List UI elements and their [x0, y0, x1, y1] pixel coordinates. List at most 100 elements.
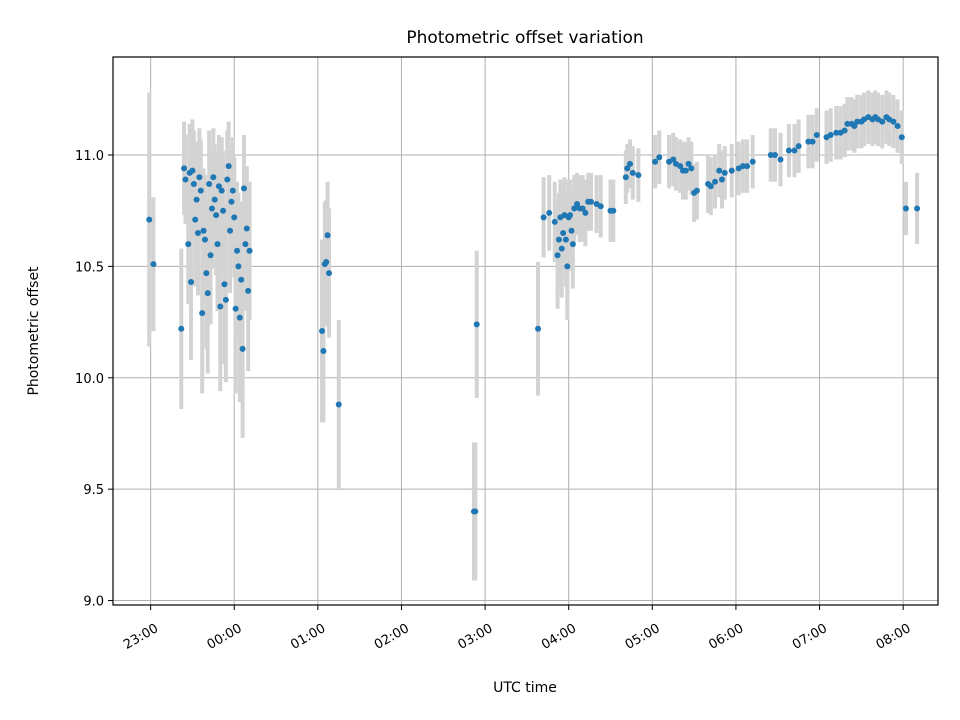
data-point — [555, 236, 562, 243]
data-point — [841, 127, 848, 134]
data-point — [898, 134, 905, 141]
data-point — [579, 205, 586, 212]
data-point — [229, 187, 236, 194]
data-point — [246, 247, 253, 254]
data-point — [771, 152, 778, 159]
data-point — [193, 196, 200, 203]
data-point — [813, 131, 820, 138]
y-tick-label: 9.5 — [83, 483, 104, 498]
data-point — [739, 163, 746, 170]
data-point — [568, 227, 575, 234]
data-point — [597, 203, 604, 210]
data-point — [622, 174, 629, 181]
data-point — [569, 241, 576, 248]
data-point — [890, 118, 897, 125]
data-point — [844, 120, 851, 127]
data-point — [777, 156, 784, 163]
data-point — [215, 183, 222, 190]
data-points — [146, 114, 921, 515]
data-point — [182, 176, 189, 183]
data-point — [656, 154, 663, 161]
data-point — [791, 147, 798, 154]
data-point — [582, 209, 589, 216]
data-point — [914, 205, 921, 212]
data-point — [218, 187, 225, 194]
data-point — [574, 201, 581, 208]
data-point — [190, 180, 197, 187]
data-point — [624, 165, 631, 172]
data-point — [227, 227, 234, 234]
data-point — [785, 147, 792, 154]
data-point — [235, 263, 242, 270]
data-point — [207, 252, 214, 259]
data-point — [236, 314, 243, 321]
data-point — [767, 152, 774, 159]
data-point — [195, 229, 202, 236]
data-point — [805, 138, 812, 145]
data-point — [721, 169, 728, 176]
data-point — [242, 241, 249, 248]
data-point — [220, 207, 227, 214]
data-point — [567, 212, 574, 219]
x-axis-label: UTC time — [493, 680, 557, 696]
data-point — [323, 258, 330, 265]
data-point — [214, 241, 221, 248]
data-point — [211, 196, 218, 203]
data-point — [902, 205, 909, 212]
data-point — [551, 218, 558, 225]
grid — [113, 57, 938, 605]
data-point — [546, 209, 553, 216]
plot-frame — [112, 56, 939, 606]
data-point — [225, 163, 232, 170]
data-point — [203, 270, 210, 277]
data-point — [189, 167, 196, 174]
data-point — [712, 178, 719, 185]
data-point — [324, 232, 331, 239]
data-point — [535, 325, 542, 332]
data-point — [326, 270, 333, 277]
data-point — [245, 287, 252, 294]
data-point — [238, 276, 245, 283]
data-point — [716, 167, 723, 174]
data-point — [707, 183, 714, 190]
y-tick-label: 10.0 — [75, 372, 104, 387]
data-point — [196, 174, 203, 181]
data-point — [827, 131, 834, 138]
data-point — [239, 345, 246, 352]
data-point — [178, 325, 185, 332]
data-point — [472, 508, 479, 515]
data-point — [635, 172, 642, 179]
y-axis-label: Photometric offset — [26, 266, 42, 396]
data-point — [670, 156, 677, 163]
data-point — [718, 176, 725, 183]
data-point — [335, 401, 342, 408]
data-point — [319, 328, 326, 334]
data-point — [854, 118, 861, 125]
data-point — [558, 245, 565, 252]
data-point — [234, 247, 241, 254]
data-point — [192, 216, 199, 223]
data-point — [688, 165, 695, 172]
data-point — [744, 163, 751, 170]
data-point — [320, 348, 327, 355]
data-point — [571, 205, 578, 212]
data-point — [185, 241, 192, 248]
data-point — [562, 236, 569, 243]
data-point — [627, 160, 634, 167]
data-point — [652, 158, 659, 165]
data-point — [197, 187, 204, 194]
data-point — [181, 165, 188, 172]
data-point — [693, 187, 700, 194]
data-point — [560, 229, 567, 236]
data-point — [222, 296, 229, 303]
data-point — [150, 261, 157, 268]
data-point — [199, 310, 206, 317]
y-tick-label: 11.0 — [75, 149, 104, 164]
data-point — [231, 214, 238, 221]
data-point — [809, 138, 816, 145]
data-point — [879, 118, 886, 125]
data-point — [851, 123, 858, 130]
data-point — [629, 169, 636, 176]
data-point — [610, 207, 617, 214]
